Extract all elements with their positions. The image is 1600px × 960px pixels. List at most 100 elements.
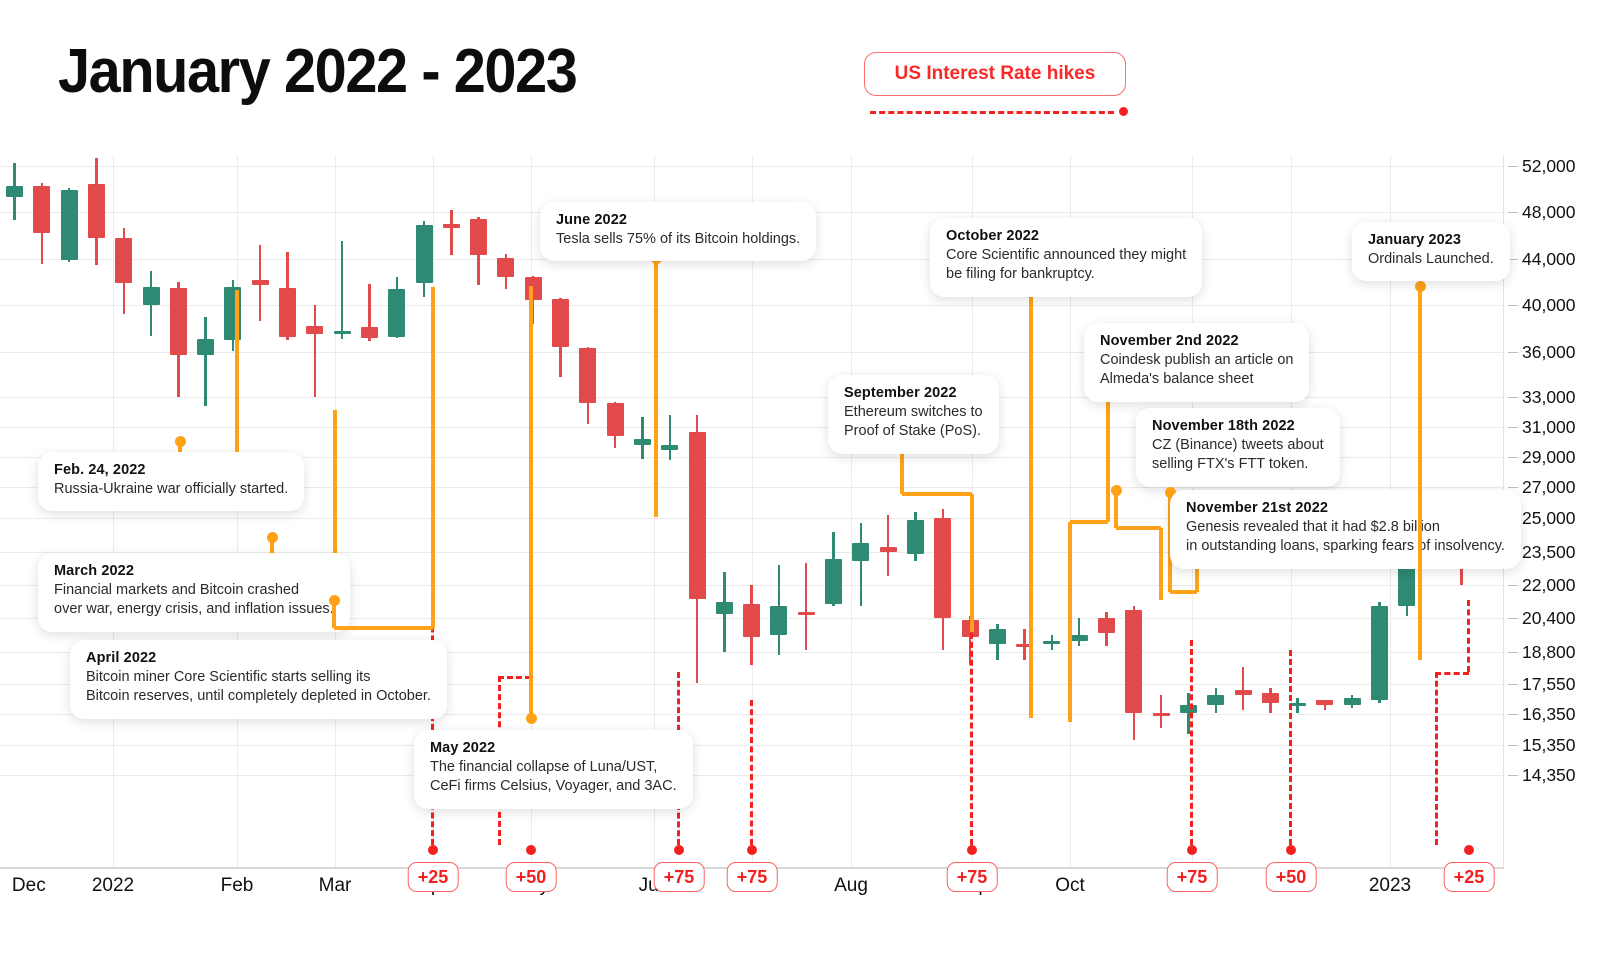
candlestick-body — [497, 257, 515, 278]
event-annotation[interactable]: November 18th 2022 CZ (Binance) tweets ab… — [1136, 408, 1340, 487]
event-annotation[interactable]: March 2022 Financial markets and Bitcoin … — [38, 553, 350, 632]
event-description-line: Financial markets and Bitcoin crashed — [54, 582, 300, 598]
candlestick-wick — [313, 305, 316, 397]
event-dot-icon — [266, 531, 278, 543]
event-description-line: Almeda's balance sheet — [1100, 371, 1254, 388]
event-annotation[interactable]: May 2022 The financial collapse of Luna/U… — [414, 730, 693, 809]
leader-segment — [1170, 590, 1197, 594]
y-axis-tick-mark — [1508, 397, 1518, 398]
event-description-line: Genesis revealed that it had $2.8 billio… — [1186, 519, 1440, 535]
candlestick — [961, 155, 979, 867]
legend-label: US Interest Rate hikes — [894, 63, 1096, 84]
event-description-line: Bitcoin reserves, until completely deple… — [86, 688, 431, 705]
rate-hike-badge[interactable]: +75 — [946, 862, 998, 892]
candlestick-body — [1016, 643, 1034, 647]
candlestick-wick — [450, 209, 453, 256]
leader-segment — [1195, 560, 1199, 592]
candlestick — [1371, 155, 1388, 867]
y-axis-tick-mark — [1508, 166, 1518, 167]
event-description-line: Core Scientific announced they might — [946, 247, 1187, 263]
candlestick — [197, 155, 215, 867]
rate-hike-dot-icon — [428, 845, 438, 855]
candlestick-wick — [1241, 667, 1245, 711]
x-axis-tick-label: Aug — [834, 875, 868, 896]
rate-hike-badge[interactable]: +75 — [726, 862, 778, 892]
candlestick-body — [1152, 712, 1170, 716]
event-annotation[interactable]: October 2022 Core Scientific announced th… — [930, 218, 1203, 297]
legend-rate-hikes: US Interest Rate hikes — [864, 52, 1128, 117]
event-description-line: be filing for bankruptcy. — [946, 266, 1095, 283]
event-description-line: over war, energy crisis, and inflation i… — [54, 601, 334, 618]
candlestick — [415, 155, 433, 867]
event-dot-icon — [1414, 280, 1426, 292]
rate-hike-badge[interactable]: +25 — [407, 862, 459, 892]
candlestick — [1207, 155, 1225, 867]
event-description-line: Tesla sells 75% of its Bitcoin holdings. — [556, 231, 801, 247]
rate-hike-stem — [431, 600, 435, 845]
y-axis-tick-label: 23,500 — [1522, 542, 1576, 562]
y-axis-tick-mark — [1508, 684, 1518, 685]
candlestick-wick — [805, 563, 808, 650]
event-annotation[interactable]: November 21st 2022 Genesis revealed that … — [1170, 490, 1521, 569]
event-annotation[interactable]: April 2022 Bitcoin miner Core Scientific … — [70, 640, 447, 719]
candlestick — [1016, 155, 1034, 867]
candlestick-body — [1289, 702, 1307, 706]
candlestick-body — [770, 605, 788, 635]
candlestick — [333, 155, 351, 867]
candlestick — [251, 155, 269, 867]
y-axis-tick-label: 33,000 — [1522, 387, 1576, 407]
leader-segment — [970, 494, 974, 632]
leader-segment — [334, 626, 433, 630]
event-annotation[interactable]: January 2023 Ordinals Launched. — [1352, 222, 1510, 282]
gridline-vertical — [752, 155, 753, 867]
event-annotation[interactable]: September 2022 Ethereum switches to Proof … — [828, 375, 999, 454]
candlestick-body — [606, 403, 624, 436]
candlestick — [442, 155, 460, 867]
rate-hike-badge[interactable]: +75 — [653, 862, 705, 892]
candlestick — [1070, 155, 1088, 867]
candlestick — [87, 155, 105, 867]
candlestick-body — [934, 518, 952, 618]
candlestick — [360, 155, 378, 867]
rate-hike-badge[interactable]: +50 — [505, 862, 557, 892]
rate-hike-badge[interactable]: +75 — [1166, 862, 1218, 892]
y-axis-tick-label: 31,000 — [1522, 417, 1576, 437]
leader-segment — [529, 286, 533, 718]
x-axis-tick-label: Dec — [11, 875, 46, 896]
event-annotation[interactable]: November 2nd 2022 Coindesk publish an art… — [1084, 323, 1310, 402]
y-axis-tick-mark — [1508, 305, 1518, 306]
rate-hike-dot-icon — [747, 845, 757, 855]
rate-hike-stem — [1289, 650, 1293, 845]
event-description-line: Ordinals Launched. — [1368, 251, 1494, 267]
candlestick — [1398, 155, 1416, 867]
candlestick — [797, 155, 815, 867]
event-annotation[interactable]: June 2022 Tesla sells 75% of its Bitcoin … — [540, 202, 817, 262]
event-date: November 18th 2022 — [1152, 418, 1295, 434]
candlestick — [279, 155, 296, 867]
rate-hike-stem — [750, 700, 754, 845]
candlestick — [1316, 155, 1334, 867]
candlestick — [524, 155, 542, 867]
candlestick — [115, 155, 133, 867]
leader-segment — [270, 537, 274, 566]
candlestick — [606, 155, 624, 867]
legend-dash — [870, 111, 1114, 114]
y-axis-tick-label: 36,000 — [1522, 342, 1576, 362]
candlestick-body — [1098, 618, 1115, 633]
rate-hike-badge[interactable]: +25 — [1443, 862, 1495, 892]
leader-segment — [235, 290, 239, 470]
candlestick-body — [1043, 641, 1061, 645]
candlestick-body — [442, 223, 460, 229]
candlestick-body — [661, 445, 679, 450]
rate-hike-dot-icon — [526, 845, 536, 855]
candlestick — [142, 155, 160, 867]
rate-hike-dot-icon — [674, 845, 684, 855]
y-axis-tick-label: 48,000 — [1522, 202, 1576, 222]
y-axis-tick-label: 14,350 — [1522, 765, 1576, 785]
candlestick-wick — [668, 415, 671, 460]
event-description-line: CeFi firms Celsius, Voyager, and 3AC. — [430, 778, 677, 795]
x-axis-tick-label: Mar — [318, 875, 352, 896]
rate-hike-badge[interactable]: +50 — [1265, 862, 1317, 892]
event-annotation[interactable]: Feb. 24, 2022 Russia-Ukraine war official… — [38, 452, 305, 512]
